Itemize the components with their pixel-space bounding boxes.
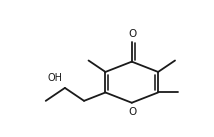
Text: O: O: [128, 29, 137, 39]
Text: OH: OH: [48, 73, 63, 83]
Text: O: O: [129, 107, 137, 117]
